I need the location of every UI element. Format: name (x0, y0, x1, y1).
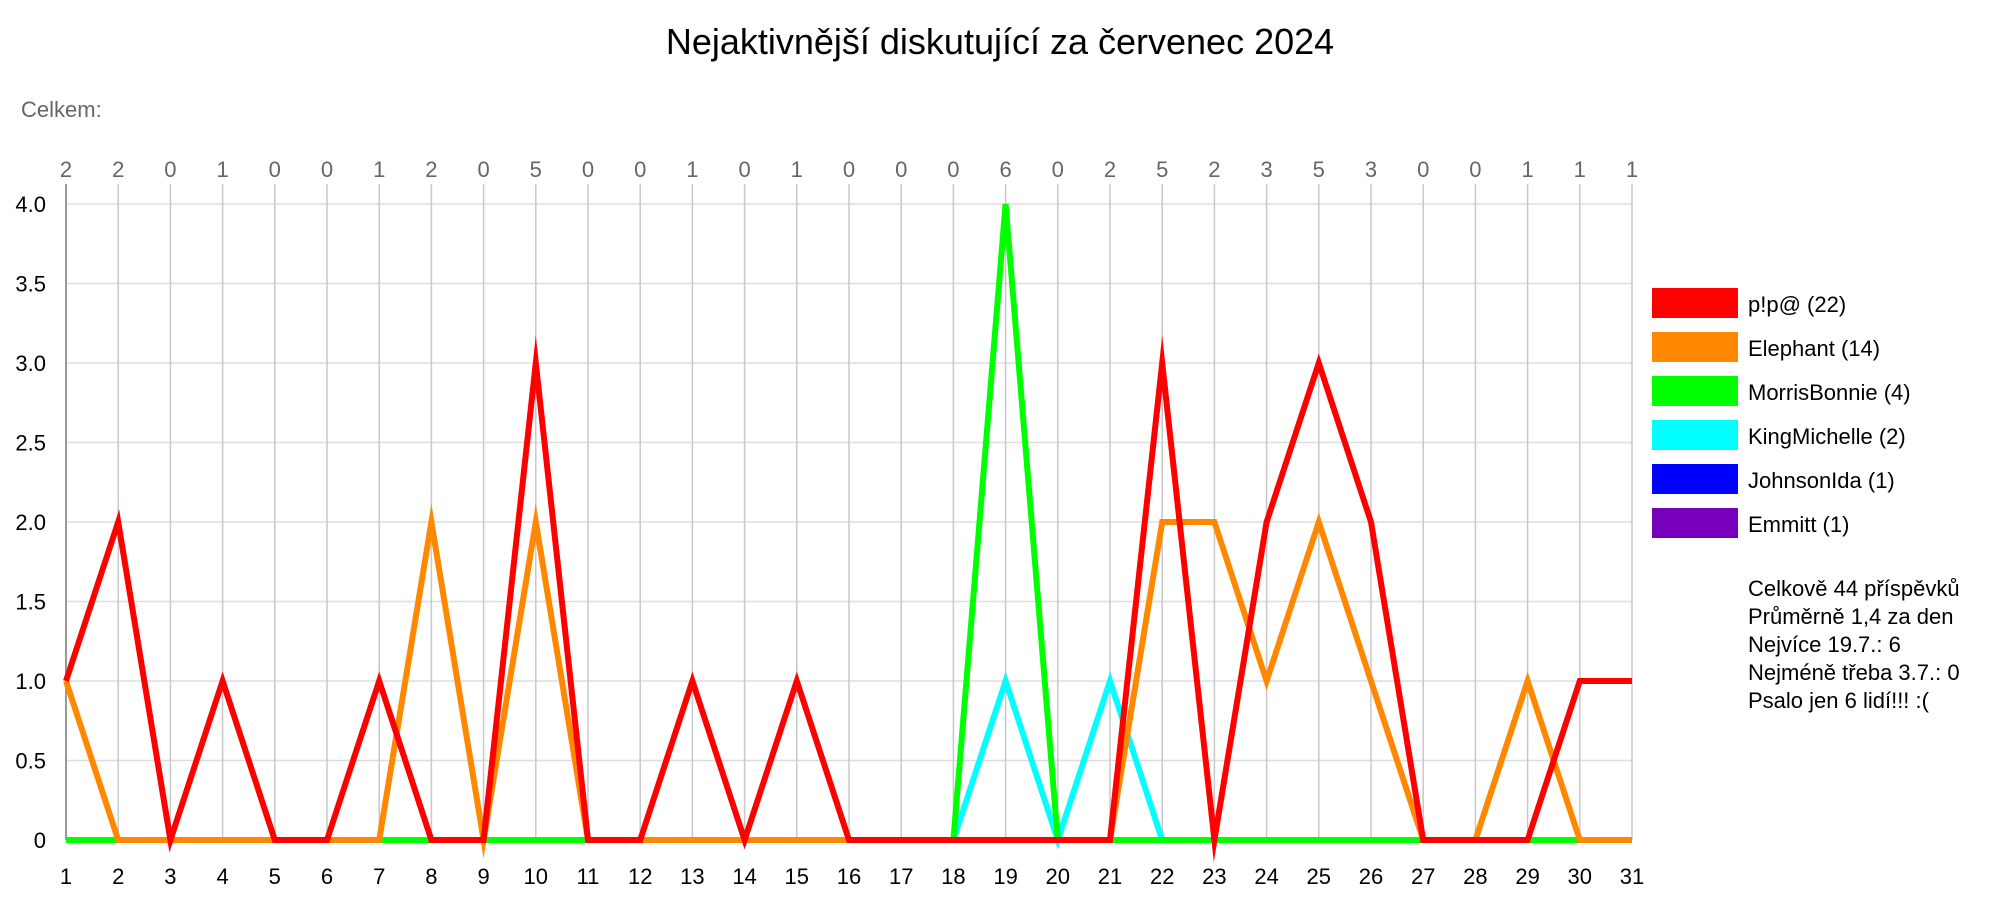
legend-swatch (1652, 288, 1738, 318)
legend-label: MorrisBonnie (4) (1748, 380, 1911, 405)
daily-total-label: 0 (1417, 157, 1429, 182)
daily-total-label: 0 (634, 157, 646, 182)
y-tick-label: 1.0 (15, 669, 46, 694)
daily-total-label: 0 (582, 157, 594, 182)
y-tick-label: 3.5 (15, 272, 46, 297)
daily-total-label: 0 (1469, 157, 1481, 182)
x-tick-label: 17 (889, 864, 913, 889)
stat-line: Nejméně třeba 3.7.: 0 (1748, 660, 1960, 685)
daily-total-label: 0 (895, 157, 907, 182)
y-tick-label: 4.0 (15, 192, 46, 217)
daily-total-label: 2 (1208, 157, 1220, 182)
x-tick-label: 13 (680, 864, 704, 889)
x-tick-label: 1 (60, 864, 72, 889)
x-tick-label: 2 (112, 864, 124, 889)
chart-subtitle: Celkem: (21, 97, 102, 122)
x-tick-label: 9 (477, 864, 489, 889)
x-tick-label: 14 (732, 864, 756, 889)
x-tick-label: 16 (837, 864, 861, 889)
stat-line: Celkově 44 příspěvků (1748, 576, 1960, 601)
x-tick-label: 4 (216, 864, 228, 889)
daily-total-label: 3 (1365, 157, 1377, 182)
daily-total-label: 2 (112, 157, 124, 182)
x-tick-label: 21 (1098, 864, 1122, 889)
daily-total-label: 1 (1574, 157, 1586, 182)
legend-swatch (1652, 464, 1738, 494)
x-tick-label: 24 (1254, 864, 1278, 889)
daily-total-label: 0 (947, 157, 959, 182)
legend-swatch (1652, 376, 1738, 406)
legend-label: Elephant (14) (1748, 336, 1880, 361)
daily-total-label: 2 (60, 157, 72, 182)
y-tick-label: 3.0 (15, 351, 46, 376)
y-axis-ticks: 0 0.5 1.0 1.5 2.0 2.5 3.0 3.5 4.0 (15, 192, 46, 853)
x-tick-label: 23 (1202, 864, 1226, 889)
daily-total-label: 0 (321, 157, 333, 182)
x-tick-label: 28 (1463, 864, 1487, 889)
x-tick-label: 15 (785, 864, 809, 889)
x-tick-label: 22 (1150, 864, 1174, 889)
x-tick-label: 18 (941, 864, 965, 889)
x-tick-label: 8 (425, 864, 437, 889)
grid (65, 184, 1633, 841)
legend-label: p!p@ (22) (1748, 292, 1846, 317)
daily-total-label: 0 (477, 157, 489, 182)
y-tick-label: 0 (34, 828, 46, 853)
x-tick-label: 7 (373, 864, 385, 889)
daily-total-label: 1 (686, 157, 698, 182)
x-tick-label: 27 (1411, 864, 1435, 889)
legend-label: Emmitt (1) (1748, 512, 1849, 537)
chart-title: Nejaktivnější diskutující za červenec 20… (666, 21, 1334, 62)
daily-total-label: 1 (1626, 157, 1638, 182)
legend-label: JohnsonIda (1) (1748, 468, 1895, 493)
x-tick-label: 19 (993, 864, 1017, 889)
x-tick-label: 29 (1515, 864, 1539, 889)
x-tick-label: 11 (577, 864, 600, 889)
stat-line: Psalo jen 6 lidí!!! :( (1748, 688, 1930, 713)
x-tick-label: 31 (1620, 864, 1644, 889)
legend-swatch (1652, 332, 1738, 362)
daily-total-label: 6 (999, 157, 1011, 182)
x-tick-label: 3 (164, 864, 176, 889)
x-tick-label: 10 (524, 864, 548, 889)
legend: p!p@ (22) Elephant (14) MorrisBonnie (4) Ki… (1652, 288, 1911, 538)
x-axis-ticks: 1 2 3 4 5 6 7 8 9 10 11 12 13 14 15 16 17 18 19 20 21 22 23 24 2… (60, 864, 1644, 889)
daily-total-label: 5 (530, 157, 542, 182)
legend-swatch (1652, 508, 1738, 538)
daily-total-label: 2 (425, 157, 437, 182)
y-tick-label: 0.5 (15, 749, 46, 774)
daily-total-label: 1 (216, 157, 228, 182)
daily-total-label: 0 (269, 157, 281, 182)
daily-total-label: 0 (738, 157, 750, 182)
legend-swatch (1652, 420, 1738, 450)
y-tick-label: 2.0 (15, 510, 46, 535)
daily-total-label: 1 (1521, 157, 1533, 182)
daily-total-label: 3 (1260, 157, 1272, 182)
y-tick-label: 1.5 (15, 590, 46, 615)
x-tick-label: 25 (1307, 864, 1331, 889)
x-tick-label: 30 (1568, 864, 1592, 889)
daily-total-label: 5 (1156, 157, 1168, 182)
stat-line: Nejvíce 19.7.: 6 (1748, 632, 1901, 657)
x-tick-label: 6 (321, 864, 333, 889)
x-tick-label: 5 (269, 864, 281, 889)
daily-total-label: 0 (1052, 157, 1064, 182)
x-tick-label: 20 (1046, 864, 1070, 889)
series-lines (63, 203, 1632, 863)
y-tick-label: 2.5 (15, 431, 46, 456)
stat-line: Průměrně 1,4 za den (1748, 604, 1953, 629)
daily-total-label: 0 (164, 157, 176, 182)
legend-label: KingMichelle (2) (1748, 424, 1906, 449)
x-tick-label: 12 (628, 864, 652, 889)
daily-total-label: 0 (843, 157, 855, 182)
daily-totals: 2 2 0 1 0 0 1 2 0 5 0 0 1 0 1 0 0 0 6 0 2 5 2 3 5 3 0 0 1 1 1 (60, 157, 1638, 182)
x-tick-label: 26 (1359, 864, 1383, 889)
daily-total-label: 2 (1104, 157, 1116, 182)
daily-total-label: 1 (791, 157, 803, 182)
daily-total-label: 5 (1313, 157, 1325, 182)
series-line (63, 335, 1632, 863)
stats-box: Celkově 44 příspěvků Průměrně 1,4 za den N… (1748, 576, 1960, 713)
daily-total-label: 1 (373, 157, 385, 182)
